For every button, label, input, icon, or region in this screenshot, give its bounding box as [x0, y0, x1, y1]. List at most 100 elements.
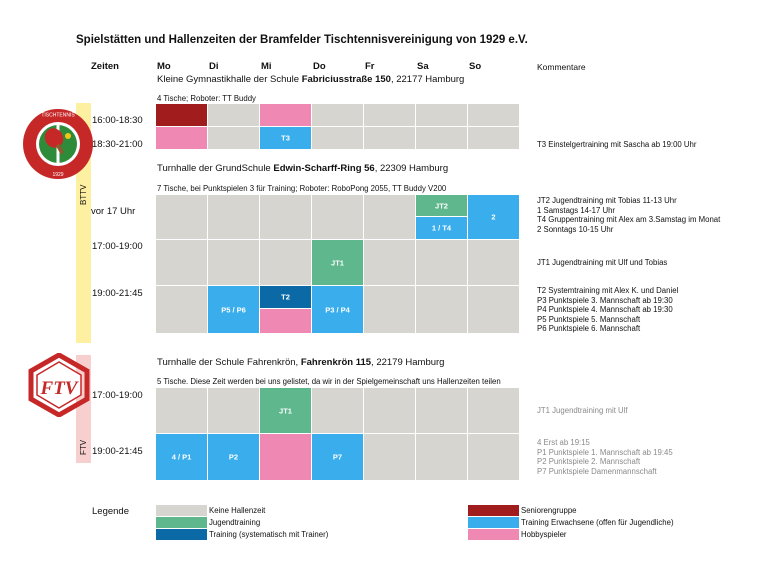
- v3-r2-mo: 4 / P1: [156, 434, 207, 480]
- v2-r3-sa: [416, 286, 467, 333]
- legend-label-keine: Keine Hallenzeit: [209, 506, 266, 515]
- v1-comment-row2: T3 Einstelgertraining mit Sascha ab 19:0…: [537, 140, 697, 149]
- v1-r2-fr: [364, 127, 415, 149]
- legend-swatch-keine: [156, 505, 207, 516]
- v2-r3-do: P3 / P4: [312, 286, 363, 333]
- legend-swatch-senioren: [468, 505, 519, 516]
- v1-r1-so: [468, 104, 519, 126]
- v1-r2-mi-label: T3: [281, 133, 290, 143]
- header-day-do: Do: [313, 61, 326, 72]
- v3-r2-di-label: P2: [228, 452, 239, 462]
- svg-text:FTV: FTV: [40, 378, 79, 399]
- v3-r1-so: [468, 388, 519, 433]
- v2-r1-mo: [156, 195, 207, 239]
- v1-r1-do: [312, 104, 363, 126]
- v2-r2-so: [468, 240, 519, 285]
- venue3-name: Turnhalle der Schule Fahrenkrön, Fahrenk…: [157, 357, 445, 368]
- v2-r2-do-label: JT1: [331, 258, 344, 267]
- header-day-mi: Mi: [261, 61, 272, 72]
- venue1-time-1: 16:00-18:30: [92, 115, 143, 126]
- header-zeiten: Zeiten: [91, 61, 119, 72]
- venue3-time-1: 17:00-19:00: [92, 390, 143, 401]
- venue1-time-2: 18:30-21:00: [92, 139, 143, 150]
- venue3-time-2: 19:00-21:45: [92, 446, 143, 457]
- v2-r2-di: [208, 240, 259, 285]
- legend-label-jugend: Jugendtraining: [209, 518, 261, 527]
- v2-r2-fr: [364, 240, 415, 285]
- v1-r1-mo: [156, 104, 207, 126]
- v2-r3-so: [468, 286, 519, 333]
- v2-r3-do-label: P3 / P4: [325, 305, 350, 314]
- v2-r2-do: JT1: [312, 240, 363, 285]
- comment-line: JT2 Jugendtraining mit Tobias 11-13 Uhr: [537, 196, 677, 205]
- venue2-time-3: 19:00-21:45: [92, 288, 143, 299]
- v2-r1-di: [208, 195, 259, 239]
- v1-r2-mi: T3: [260, 127, 311, 149]
- v3-r2-di: P2: [208, 434, 259, 480]
- comment-line: P4 Punktspiele 4. Mannschaft ab 19:30: [537, 305, 673, 315]
- page-title: Spielstätten und Hallenzeiten der Bramfe…: [76, 34, 528, 46]
- v2-r1-mi: [260, 195, 311, 239]
- comment-line: 2 Sonntags 10-15 Uhr: [537, 224, 614, 234]
- v3-r2-mo-label: 4 / P1: [171, 452, 192, 462]
- comment-line: 1 Samstags 14-17 Uhr: [537, 205, 616, 215]
- ftv-band-label: FTV: [79, 439, 88, 455]
- header-kommentare: Kommentare: [537, 62, 586, 72]
- comment-line: T4 Gruppentraining mit Alex am 3.Samstag…: [537, 215, 721, 225]
- svg-text:1929: 1929: [52, 172, 63, 178]
- v3-comment-row2: 4 Erst ab 19:15 P1 Punktspiele 1. Mannsc…: [537, 438, 673, 476]
- v2-r1-sa-top-label: JT2: [435, 201, 448, 210]
- venue1-note: 4 Tische; Roboter: TT Buddy: [157, 94, 256, 103]
- legend-swatch-jugend: [156, 517, 207, 528]
- v3-r1-mi: JT1: [260, 388, 311, 433]
- v1-r1-mi: [260, 104, 311, 126]
- v3-comment-row1: JT1 Jugendtraining mit Ulf: [537, 406, 628, 415]
- v1-r2-do: [312, 127, 363, 149]
- legend-swatch-hobby: [468, 529, 519, 540]
- legend-label-erwachsene: Training Erwachsene (offen für Jugendlic…: [521, 518, 674, 527]
- v3-r2-do: P7: [312, 434, 363, 480]
- legend-swatch-erwachsene: [468, 517, 519, 528]
- v3-r1-do: [312, 388, 363, 433]
- v2-r1-fr: [364, 195, 415, 239]
- v2-r1-so: 2: [468, 195, 519, 239]
- v2-r1-so-label: 2: [491, 212, 496, 222]
- bttv-band-label: BTTV: [79, 184, 88, 205]
- v1-r2-di: [208, 127, 259, 149]
- comment-line: T2 Systemtraining mit Alex K. und Daniel: [537, 286, 679, 295]
- comment-line: P1 Punktspiele 1. Mannschaft ab 19:45: [537, 447, 673, 457]
- svg-text:TISCHTENNIS: TISCHTENNIS: [41, 113, 75, 119]
- venue2-name: Turnhalle der GrundSchule Edwin-Scharff-…: [157, 163, 449, 174]
- v1-r1-fr: [364, 104, 415, 126]
- v3-r1-mi-label: JT1: [279, 406, 292, 415]
- v3-r2-mi: [260, 434, 311, 480]
- header-day-so: So: [469, 61, 482, 72]
- legend-title: Legende: [92, 506, 129, 517]
- v2-r3-mi-top-label: T2: [281, 292, 290, 302]
- comment-line: P7 Punktspiele Damenmannschaft: [537, 466, 657, 476]
- legend-label-hobby: Hobbyspieler: [521, 530, 567, 539]
- venue2-time-1: vor 17 Uhr: [91, 206, 136, 217]
- venue1-name: Kleine Gymnastikhalle der Schule Fabrici…: [157, 74, 465, 85]
- comment-line: P6 Punktspiele 6. Mannschaft: [537, 324, 641, 334]
- v2-r1-sa-top: JT2: [416, 195, 467, 216]
- v3-r1-fr: [364, 388, 415, 433]
- header-day-fr: Fr: [365, 61, 375, 72]
- comment-line: P5 Punktspiele 5. Mannschaft: [537, 314, 641, 324]
- venue2-note: 7 Tische, bei Punktspielen 3 für Trainin…: [157, 184, 447, 193]
- v2-r3-mi-top: T2: [260, 286, 311, 308]
- header-day-sa: Sa: [417, 61, 429, 72]
- v1-r1-di: [208, 104, 259, 126]
- v3-r1-mo: [156, 388, 207, 433]
- v2-r3-mi-bottom: [260, 309, 311, 333]
- v2-r2-sa: [416, 240, 467, 285]
- v2-r3-di-label: P5 / P6: [221, 305, 246, 314]
- v2-r1-sa-bottom: 1 / T4: [416, 217, 467, 239]
- v2-r1-do: [312, 195, 363, 239]
- legend-label-systematisch: Training (systematisch mit Trainer): [209, 530, 329, 539]
- v3-r2-do-label: P7: [332, 452, 343, 462]
- legend-label-senioren: Seniorengruppe: [521, 506, 577, 515]
- v2-comment-row3: T2 Systemtraining mit Alex K. und Daniel…: [537, 286, 678, 334]
- v2-r3-mo: [156, 286, 207, 333]
- bttv-logo: TISCHTENNIS 1929: [22, 108, 94, 180]
